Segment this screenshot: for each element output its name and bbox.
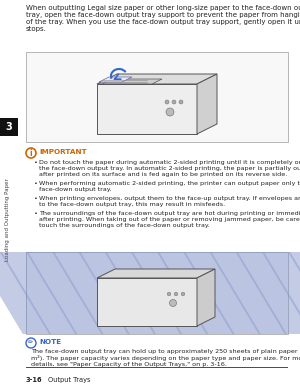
- Circle shape: [165, 100, 169, 104]
- Polygon shape: [236, 252, 300, 334]
- Polygon shape: [288, 252, 300, 334]
- Text: •: •: [34, 211, 38, 216]
- Polygon shape: [157, 252, 235, 334]
- Circle shape: [26, 338, 36, 348]
- Text: •: •: [34, 160, 38, 165]
- Polygon shape: [97, 84, 197, 134]
- Text: ✏: ✏: [28, 340, 34, 345]
- Text: NOTE: NOTE: [39, 339, 61, 345]
- Bar: [0, 118, 18, 136]
- Circle shape: [174, 292, 178, 296]
- Text: 3-16: 3-16: [26, 377, 43, 383]
- Text: When printing envelopes, output them to the face-up output tray. If envelopes ar: When printing envelopes, output them to …: [39, 196, 300, 207]
- Text: 3: 3: [6, 122, 12, 132]
- Polygon shape: [0, 252, 51, 334]
- Polygon shape: [209, 252, 287, 334]
- Polygon shape: [131, 252, 208, 334]
- Polygon shape: [97, 278, 197, 326]
- Polygon shape: [99, 77, 132, 82]
- Polygon shape: [105, 252, 182, 334]
- Text: Loading and Outputting Paper: Loading and Outputting Paper: [5, 179, 10, 261]
- Polygon shape: [262, 252, 300, 334]
- Text: i: i: [30, 149, 32, 157]
- Text: Output Trays: Output Trays: [48, 377, 91, 383]
- Circle shape: [167, 292, 171, 296]
- Polygon shape: [0, 252, 77, 334]
- Polygon shape: [52, 252, 130, 334]
- Bar: [26, 367, 288, 368]
- Bar: [26, 252, 288, 334]
- Circle shape: [169, 300, 176, 306]
- Text: When performing automatic 2-sided printing, the printer can output paper only to: When performing automatic 2-sided printi…: [39, 181, 300, 192]
- Polygon shape: [26, 252, 104, 334]
- Circle shape: [179, 100, 183, 104]
- Circle shape: [181, 292, 185, 296]
- Circle shape: [166, 108, 174, 116]
- Text: •: •: [34, 196, 38, 201]
- Text: The face-down output tray can hold up to approximately 250 sheets of plain paper: The face-down output tray can hold up to…: [31, 349, 300, 367]
- Polygon shape: [102, 79, 162, 84]
- Polygon shape: [78, 252, 156, 334]
- Bar: [26, 252, 288, 334]
- Text: When outputting Legal size paper or other long-size paper to the face-down outpu: When outputting Legal size paper or othe…: [26, 5, 300, 32]
- Text: Do not touch the paper during automatic 2-sided printing until it is completely : Do not touch the paper during automatic …: [39, 160, 300, 177]
- Polygon shape: [197, 269, 215, 326]
- Circle shape: [26, 148, 36, 158]
- Polygon shape: [97, 269, 215, 278]
- Text: IMPORTANT: IMPORTANT: [39, 149, 87, 155]
- Polygon shape: [197, 74, 217, 134]
- Circle shape: [172, 100, 176, 104]
- Text: •: •: [34, 181, 38, 186]
- Text: The surroundings of the face-down output tray are hot during printing or immedia: The surroundings of the face-down output…: [39, 211, 300, 227]
- Polygon shape: [97, 74, 217, 84]
- Polygon shape: [183, 252, 261, 334]
- Bar: [26, 52, 288, 142]
